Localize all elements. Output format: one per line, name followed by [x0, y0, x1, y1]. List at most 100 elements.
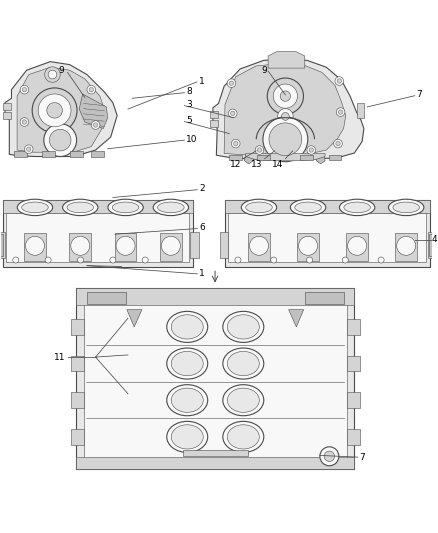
Ellipse shape: [241, 199, 277, 216]
Circle shape: [250, 236, 268, 255]
Ellipse shape: [290, 199, 326, 216]
Circle shape: [48, 70, 57, 79]
Circle shape: [229, 109, 237, 118]
Circle shape: [343, 257, 348, 263]
Text: 14: 14: [272, 159, 284, 168]
Ellipse shape: [223, 348, 264, 379]
Circle shape: [13, 257, 19, 263]
Bar: [160, 233, 182, 261]
Text: 7: 7: [416, 90, 422, 99]
Circle shape: [110, 257, 116, 263]
Ellipse shape: [339, 199, 375, 216]
Ellipse shape: [223, 422, 264, 453]
Bar: [84, 296, 346, 462]
Bar: [230, 155, 242, 160]
Polygon shape: [79, 94, 108, 128]
Circle shape: [45, 67, 60, 82]
Circle shape: [44, 124, 77, 157]
Circle shape: [339, 110, 343, 114]
Bar: [300, 155, 314, 160]
Bar: [71, 356, 84, 372]
Circle shape: [271, 257, 277, 263]
Circle shape: [280, 91, 290, 101]
Bar: [42, 151, 55, 157]
Circle shape: [309, 148, 314, 152]
Polygon shape: [289, 310, 304, 327]
Circle shape: [87, 85, 95, 94]
Text: 4: 4: [431, 235, 437, 244]
Bar: [70, 151, 83, 157]
Bar: [346, 233, 368, 261]
Bar: [70, 233, 91, 261]
Text: 1: 1: [199, 269, 205, 278]
Circle shape: [336, 141, 340, 146]
Ellipse shape: [171, 351, 203, 376]
Circle shape: [263, 117, 308, 161]
Bar: [14, 151, 27, 157]
Circle shape: [22, 120, 27, 124]
Circle shape: [116, 236, 135, 255]
Circle shape: [348, 236, 367, 255]
Circle shape: [230, 81, 233, 85]
Circle shape: [320, 447, 339, 466]
Circle shape: [78, 257, 84, 263]
Circle shape: [273, 84, 297, 108]
Circle shape: [71, 236, 90, 255]
Circle shape: [89, 87, 93, 92]
Bar: [346, 392, 360, 408]
Circle shape: [258, 148, 261, 152]
Ellipse shape: [22, 202, 48, 213]
Bar: [220, 232, 228, 258]
Bar: [248, 233, 270, 261]
Bar: [71, 319, 84, 335]
Circle shape: [27, 147, 31, 151]
Bar: [297, 233, 319, 261]
Circle shape: [32, 88, 77, 133]
Bar: [258, 155, 270, 160]
Circle shape: [337, 79, 342, 83]
Bar: [225, 200, 430, 266]
Bar: [76, 288, 354, 305]
Polygon shape: [17, 67, 104, 152]
Circle shape: [25, 145, 33, 154]
Ellipse shape: [63, 199, 98, 216]
Bar: [346, 429, 360, 445]
Bar: [0, 232, 4, 258]
Circle shape: [282, 112, 289, 120]
Ellipse shape: [223, 385, 264, 416]
Circle shape: [334, 139, 343, 148]
Ellipse shape: [227, 315, 259, 339]
Polygon shape: [268, 52, 305, 68]
Circle shape: [269, 123, 302, 156]
Bar: [191, 232, 199, 258]
Ellipse shape: [167, 385, 208, 416]
Circle shape: [91, 120, 100, 130]
Bar: [225, 200, 430, 213]
Ellipse shape: [167, 422, 208, 453]
Text: 5: 5: [186, 116, 192, 125]
Ellipse shape: [227, 351, 259, 376]
Ellipse shape: [171, 388, 203, 413]
Ellipse shape: [223, 311, 264, 342]
Ellipse shape: [112, 202, 139, 213]
Text: 9: 9: [261, 66, 267, 75]
Ellipse shape: [389, 199, 424, 216]
Text: 12: 12: [230, 159, 241, 168]
Bar: [210, 111, 218, 118]
Text: 3: 3: [186, 100, 192, 109]
Polygon shape: [127, 310, 142, 327]
Bar: [3, 112, 11, 119]
Bar: [346, 356, 360, 372]
Circle shape: [22, 87, 27, 92]
Text: 11: 11: [54, 352, 65, 361]
Circle shape: [335, 77, 343, 85]
Ellipse shape: [171, 425, 203, 449]
Text: 1: 1: [199, 77, 205, 85]
Ellipse shape: [158, 202, 184, 213]
Ellipse shape: [295, 202, 321, 213]
Text: 6: 6: [199, 223, 205, 232]
Bar: [396, 233, 417, 261]
Circle shape: [336, 108, 345, 116]
Circle shape: [278, 109, 293, 124]
Circle shape: [20, 85, 29, 94]
